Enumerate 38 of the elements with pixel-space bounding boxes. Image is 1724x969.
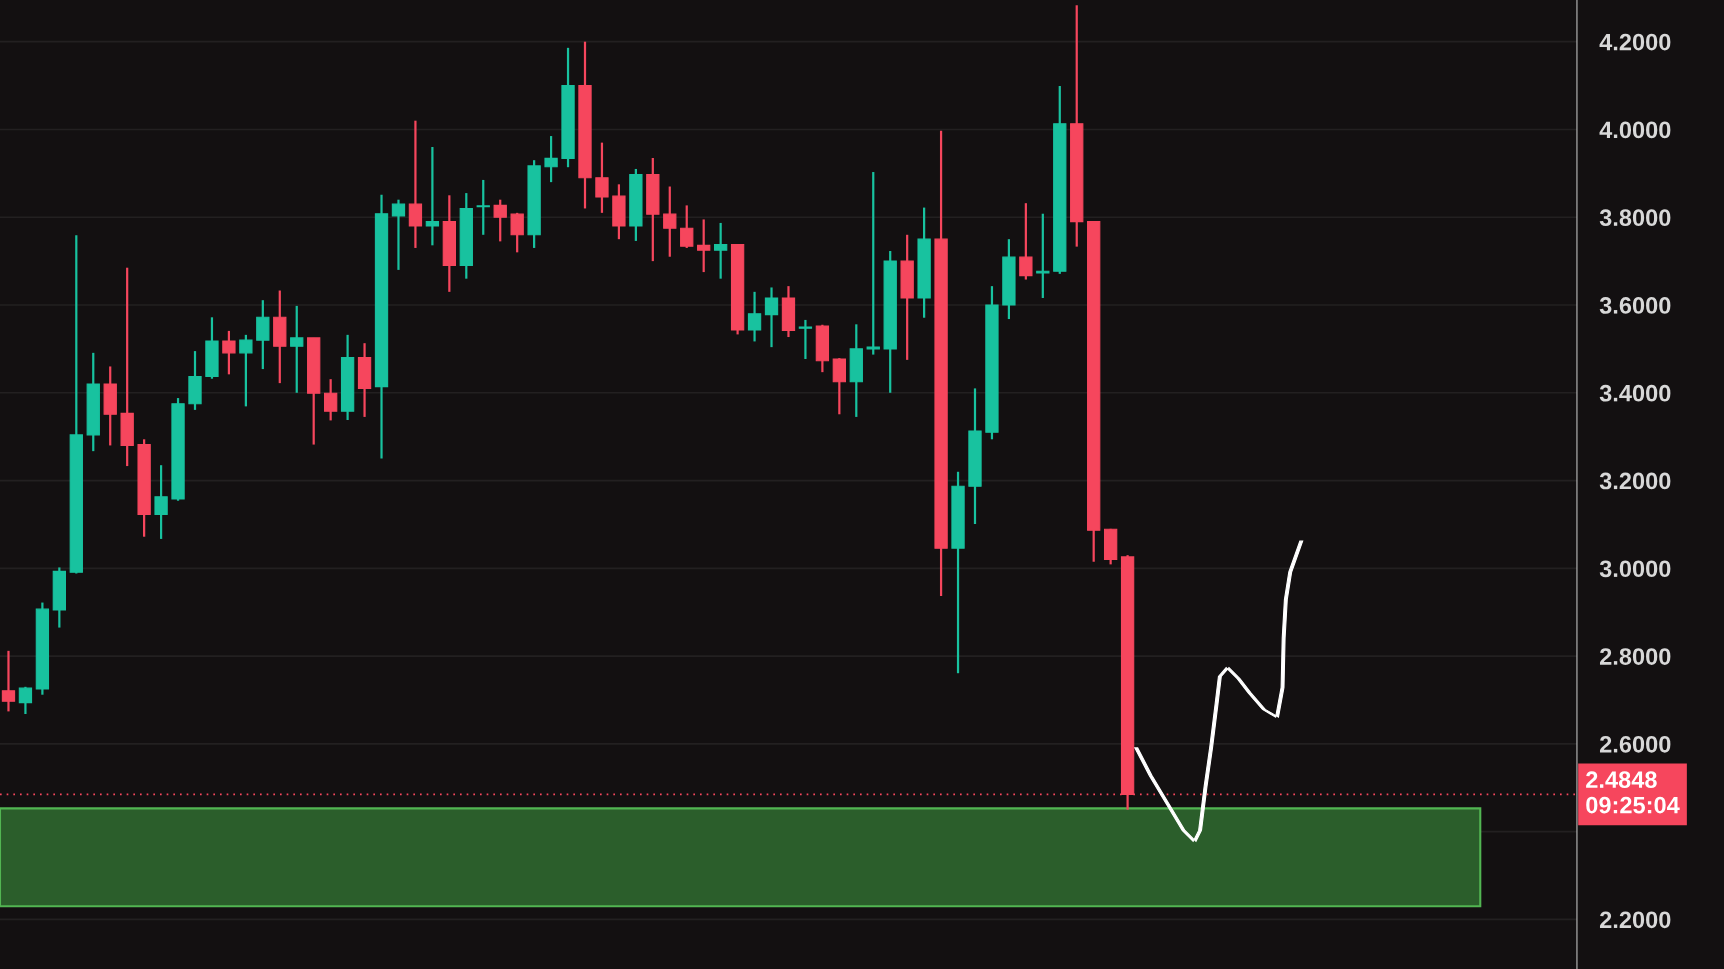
y-tick-label: 2.6000 xyxy=(1599,735,1671,753)
candlestick xyxy=(493,198,507,243)
candlestick xyxy=(256,299,270,371)
candlestick xyxy=(595,141,609,214)
candlestick xyxy=(1,649,16,713)
candlestick xyxy=(798,318,813,361)
candlestick xyxy=(391,198,406,272)
y-tick-label: 2.8000 xyxy=(1599,648,1671,665)
candlestick xyxy=(290,304,304,394)
candlestick xyxy=(239,333,253,408)
candlestick xyxy=(476,178,490,236)
candlestick xyxy=(323,378,338,422)
y-tick-label: 4.2000 xyxy=(1599,33,1671,51)
candlestick xyxy=(680,204,694,250)
candlestick xyxy=(510,211,524,254)
y-tick-label: 3.6000 xyxy=(1599,297,1671,314)
candlestick xyxy=(832,357,846,416)
candlestick xyxy=(544,134,558,184)
candlestick xyxy=(408,119,423,250)
candlestick xyxy=(697,218,711,274)
ref-line-label: 2.4848 09:25:04 xyxy=(1586,771,1680,814)
candlestick xyxy=(747,290,762,343)
candlestick xyxy=(222,329,236,376)
candlestick xyxy=(1036,212,1050,300)
y-tick-label: 2.2000 xyxy=(1599,911,1671,929)
y-tick-label: 4.0000 xyxy=(1599,121,1671,139)
candlestick xyxy=(663,185,677,258)
candlestick xyxy=(18,685,33,716)
candlestick xyxy=(764,286,779,349)
y-tick-label: 3.4000 xyxy=(1599,384,1671,402)
candlestick xyxy=(154,464,168,541)
candlestick xyxy=(1019,202,1033,281)
y-tick-label: 3.8000 xyxy=(1599,209,1671,227)
candlestick xyxy=(866,170,880,356)
y-tick-label: 3.0000 xyxy=(1599,560,1671,578)
candlestick xyxy=(713,221,728,280)
candlestick xyxy=(425,145,440,247)
y-tick-label: 3.2000 xyxy=(1599,472,1671,490)
